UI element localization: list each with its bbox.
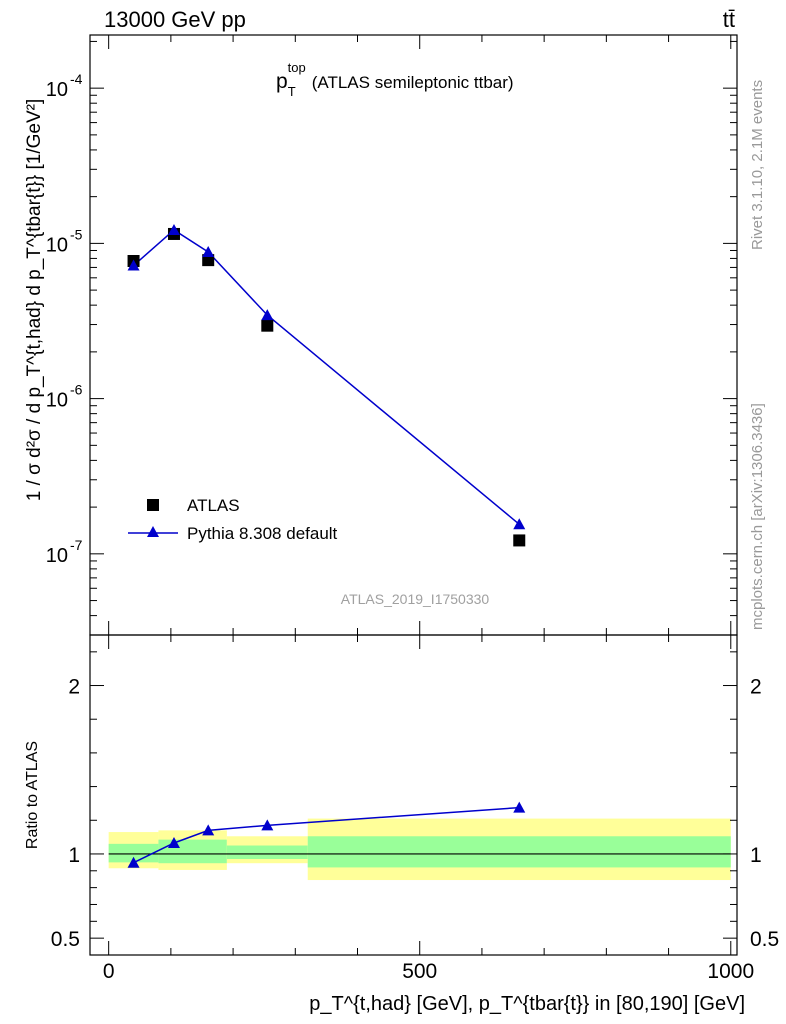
- legend-marker-atlas: [147, 499, 159, 511]
- main-y-tick-exponent: -7: [70, 537, 83, 553]
- pythia-point: [261, 309, 274, 321]
- main-y-tick-label: 10: [46, 79, 68, 101]
- ratio-y-tick-label-right: 2: [750, 676, 762, 699]
- main-y-tick-label: 10: [46, 234, 68, 256]
- ratio-frame: [89, 634, 738, 956]
- ratio-y-tick-label-right: 0.5: [750, 928, 779, 951]
- ratio-band-inner: [158, 839, 227, 864]
- pythia-point: [127, 259, 140, 271]
- ratio-band-inner: [226, 845, 308, 859]
- ratio-y-axis-label: Ratio to ATLAS: [24, 741, 41, 849]
- header-right-label: tt̄: [723, 7, 735, 32]
- ratio-pythia-point: [127, 856, 140, 868]
- atlas-point: [202, 254, 215, 267]
- legend-label-atlas: ATLAS: [187, 496, 240, 515]
- ratio-pythia-point: [167, 837, 180, 848]
- legend-label-pythia: Pythia 8.308 default: [187, 524, 338, 543]
- pythia-point: [513, 518, 526, 530]
- x-tick-label: 0: [103, 960, 115, 983]
- x-tick-label: 500: [402, 960, 437, 983]
- main-y-tick-exponent: -6: [70, 382, 83, 398]
- legend: ATLAS Pythia 8.308 default: [128, 496, 338, 543]
- main-ticks: [90, 35, 737, 636]
- main-y-tick-label: 10: [46, 390, 68, 412]
- title-main: p: [276, 70, 288, 93]
- pythia-line: [133, 229, 520, 525]
- ratio-panel: 0.5 0.5 1 1 2 2 0 500 1000 Ratio to ATLAS p_T^{…: [24, 634, 779, 1015]
- main-y-tick-exponent: -4: [70, 71, 83, 87]
- ratio-y-tick-label-left: 1: [68, 844, 80, 867]
- mcplots-label: mcplots.cern.ch [arXiv:1306.3436]: [749, 403, 766, 630]
- main-y-tick-exponent: -5: [70, 226, 83, 242]
- ratio-band-inner: [108, 843, 159, 863]
- main-y-tick-label: 10: [46, 545, 68, 567]
- pythia-point: [202, 245, 215, 257]
- x-tick-label: 1000: [707, 960, 754, 983]
- ratio-pythia-point: [261, 819, 274, 831]
- main-frame: [89, 34, 738, 636]
- ratio-ticks: [90, 635, 737, 955]
- ratio-bands: [108, 818, 731, 881]
- x-axis-label: p_T^{t,had} [GeV], p_T^{tbar{t}} in [80,…: [309, 993, 745, 1015]
- main-y-axis-label: 1 / σ d²σ / d p_T^{t,had} d p_T^{tbar{t}…: [24, 99, 45, 502]
- title-sup: top: [288, 60, 306, 75]
- pythia-point: [167, 223, 180, 235]
- ratio-y-tick-label-right: 1: [750, 844, 762, 867]
- title-rest: (ATLAS semileptonic ttbar): [312, 73, 514, 92]
- ratio-y-tick-labels: 0.5 0.5 1 1 2 2: [51, 676, 779, 952]
- ratio-series: [127, 801, 526, 868]
- ratio-pythia-point: [202, 824, 215, 836]
- atlas-point: [261, 319, 274, 332]
- main-panel: 10-710-610-510-4 pTtop(ATLAS semileptoni…: [24, 34, 738, 636]
- main-y-tick-labels: 10-710-610-510-4: [46, 71, 83, 567]
- main-series: [127, 223, 526, 547]
- ratio-band-inner: [307, 836, 731, 868]
- legend-marker-pythia: [147, 526, 159, 537]
- chart-title: pTtop (ATLAS semileptonic ttbar): [276, 60, 514, 99]
- title-sub: T: [288, 84, 296, 99]
- analysis-watermark: ATLAS_2019_I1750330: [341, 591, 490, 607]
- rivet-label: Rivet 3.1.10, 2.1M events: [749, 80, 766, 250]
- ratio-pythia-point: [513, 801, 526, 813]
- ratio-y-tick-label-left: 0.5: [51, 928, 80, 951]
- ratio-x-tick-labels: 0 500 1000: [103, 960, 754, 983]
- header-left-label: 13000 GeV pp: [104, 7, 246, 32]
- ratio-y-tick-label-left: 2: [68, 676, 80, 699]
- atlas-point: [513, 534, 526, 547]
